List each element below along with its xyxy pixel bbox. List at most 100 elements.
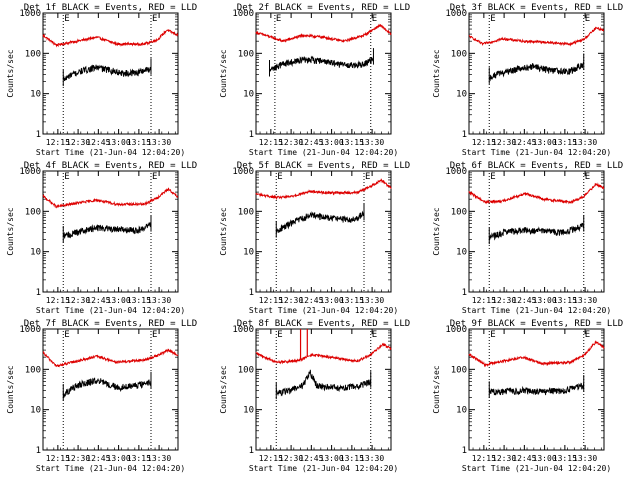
- event-marker-label: E: [490, 14, 495, 24]
- y-tick-label: 1000: [445, 167, 467, 177]
- detector-panel-3: Det 3f BLACK = Events, RED = LLD 1 10 100 10…: [432, 3, 623, 157]
- y-tick-label: 100: [25, 365, 41, 375]
- detector-panel-9: Det 9f BLACK = Events, RED = LLD 1 10 100 10…: [432, 319, 623, 473]
- lld-series: [255, 23, 392, 43]
- y-tick-label: 100: [451, 207, 467, 217]
- x-axis-label: Start Time (21-Jun-04 12:04:20): [462, 148, 611, 157]
- y-tick-label: 10: [30, 406, 41, 416]
- x-tick-label: 13:30: [147, 138, 171, 147]
- lld-series: [42, 28, 179, 48]
- y-tick-label: 1: [36, 130, 41, 140]
- panel-title: Det 4f BLACK = Events, RED = LLD: [24, 161, 197, 171]
- x-tick-label: 12:30: [279, 138, 303, 147]
- x-axis-label: Start Time (21-Jun-04 12:04:20): [249, 306, 398, 315]
- event-marker-label: E: [152, 172, 157, 182]
- event-marker-label: E: [585, 172, 590, 182]
- event-marker-label: E: [64, 330, 69, 340]
- x-tick-label: 12:30: [492, 454, 516, 463]
- event-marker-label: E: [276, 14, 281, 24]
- events-series: [488, 222, 584, 241]
- x-tick-label: 13:15: [127, 454, 151, 463]
- x-tick-label: 12:15: [259, 454, 283, 463]
- x-tick-label: 12:15: [472, 138, 496, 147]
- y-axis-label: Counts/sec: [6, 207, 15, 255]
- x-tick-label: 13:00: [107, 138, 131, 147]
- y-tick-label: 1000: [19, 9, 41, 19]
- plot-frame: [255, 328, 392, 451]
- event-marker-label: E: [585, 14, 590, 24]
- x-tick-label: 12:15: [46, 296, 70, 305]
- x-tick-label: 13:15: [553, 138, 577, 147]
- y-axis-label: Counts/sec: [6, 365, 15, 413]
- y-axis-label: Counts/sec: [432, 365, 441, 413]
- lld-series: [255, 342, 392, 365]
- y-tick-label: 100: [238, 49, 254, 59]
- y-tick-label: 1000: [232, 325, 254, 335]
- y-axis-label: Counts/sec: [6, 49, 15, 97]
- x-tick-label: 13:00: [320, 296, 344, 305]
- event-marker-label: E: [277, 330, 282, 340]
- detector-panel-5: Det 5f BLACK = Events, RED = LLD 1 10 100 10…: [219, 161, 410, 315]
- x-tick-label: 13:00: [107, 296, 131, 305]
- event-marker-label: E: [365, 172, 370, 182]
- event-marker-label: E: [64, 172, 69, 182]
- event-marker-label: E: [490, 330, 495, 340]
- x-axis-label: Start Time (21-Jun-04 12:04:20): [462, 464, 611, 473]
- events-series: [62, 221, 152, 239]
- x-tick-label: 12:15: [259, 296, 283, 305]
- x-tick-label: 12:30: [492, 296, 516, 305]
- x-axis-label: Start Time (21-Jun-04 12:04:20): [249, 464, 398, 473]
- x-tick-label: 13:30: [573, 138, 597, 147]
- lld-series: [468, 182, 605, 205]
- y-tick-label: 1000: [445, 325, 467, 335]
- events-series: [269, 55, 374, 72]
- x-tick-label: 13:30: [360, 454, 384, 463]
- y-tick-label: 1: [36, 446, 41, 456]
- y-tick-label: 1000: [19, 325, 41, 335]
- x-tick-label: 12:45: [86, 454, 110, 463]
- plot-frame: [255, 12, 392, 135]
- x-tick-label: 12:45: [299, 138, 323, 147]
- x-tick-label: 13:30: [147, 296, 171, 305]
- x-tick-label: 12:15: [472, 454, 496, 463]
- x-tick-label: 13:15: [340, 138, 364, 147]
- plot-frame: [468, 170, 605, 293]
- y-tick-label: 1000: [445, 9, 467, 19]
- x-axis-label: Start Time (21-Jun-04 12:04:20): [36, 306, 185, 315]
- x-tick-label: 13:15: [553, 296, 577, 305]
- x-tick-label: 13:15: [340, 454, 364, 463]
- x-tick-label: 12:45: [512, 296, 536, 305]
- y-axis-label: Counts/sec: [219, 207, 228, 255]
- y-tick-label: 1: [249, 446, 254, 456]
- x-axis-label: Start Time (21-Jun-04 12:04:20): [249, 148, 398, 157]
- y-axis-label: Counts/sec: [432, 49, 441, 97]
- x-tick-label: 12:30: [66, 296, 90, 305]
- plot-frame: [468, 12, 605, 135]
- x-tick-label: 13:15: [553, 454, 577, 463]
- y-axis-label: Counts/sec: [219, 49, 228, 97]
- x-tick-label: 12:30: [279, 296, 303, 305]
- y-tick-label: 100: [451, 49, 467, 59]
- plot-frame: [42, 12, 179, 135]
- plot-frame: [42, 170, 179, 293]
- x-tick-label: 13:00: [320, 138, 344, 147]
- events-series: [275, 369, 372, 397]
- panel-title: Det 1f BLACK = Events, RED = LLD: [24, 3, 197, 13]
- y-tick-label: 1000: [232, 9, 254, 19]
- x-tick-label: 13:00: [320, 454, 344, 463]
- event-marker-label: E: [585, 330, 590, 340]
- y-tick-label: 100: [25, 49, 41, 59]
- y-tick-label: 10: [243, 90, 254, 100]
- x-tick-label: 12:15: [46, 454, 70, 463]
- panel-title: Det 5f BLACK = Events, RED = LLD: [237, 161, 410, 171]
- x-tick-label: 13:00: [533, 296, 557, 305]
- detector-panel-1: Det 1f BLACK = Events, RED = LLD 1 10 100 10…: [6, 3, 197, 157]
- y-tick-label: 1000: [232, 167, 254, 177]
- x-tick-label: 13:30: [360, 296, 384, 305]
- lld-series: [42, 187, 179, 209]
- x-tick-label: 13:15: [340, 296, 364, 305]
- y-tick-label: 100: [451, 365, 467, 375]
- y-axis-label: Counts/sec: [432, 207, 441, 255]
- panel-title: Det 7f BLACK = Events, RED = LLD: [24, 319, 197, 329]
- y-tick-label: 100: [25, 207, 41, 217]
